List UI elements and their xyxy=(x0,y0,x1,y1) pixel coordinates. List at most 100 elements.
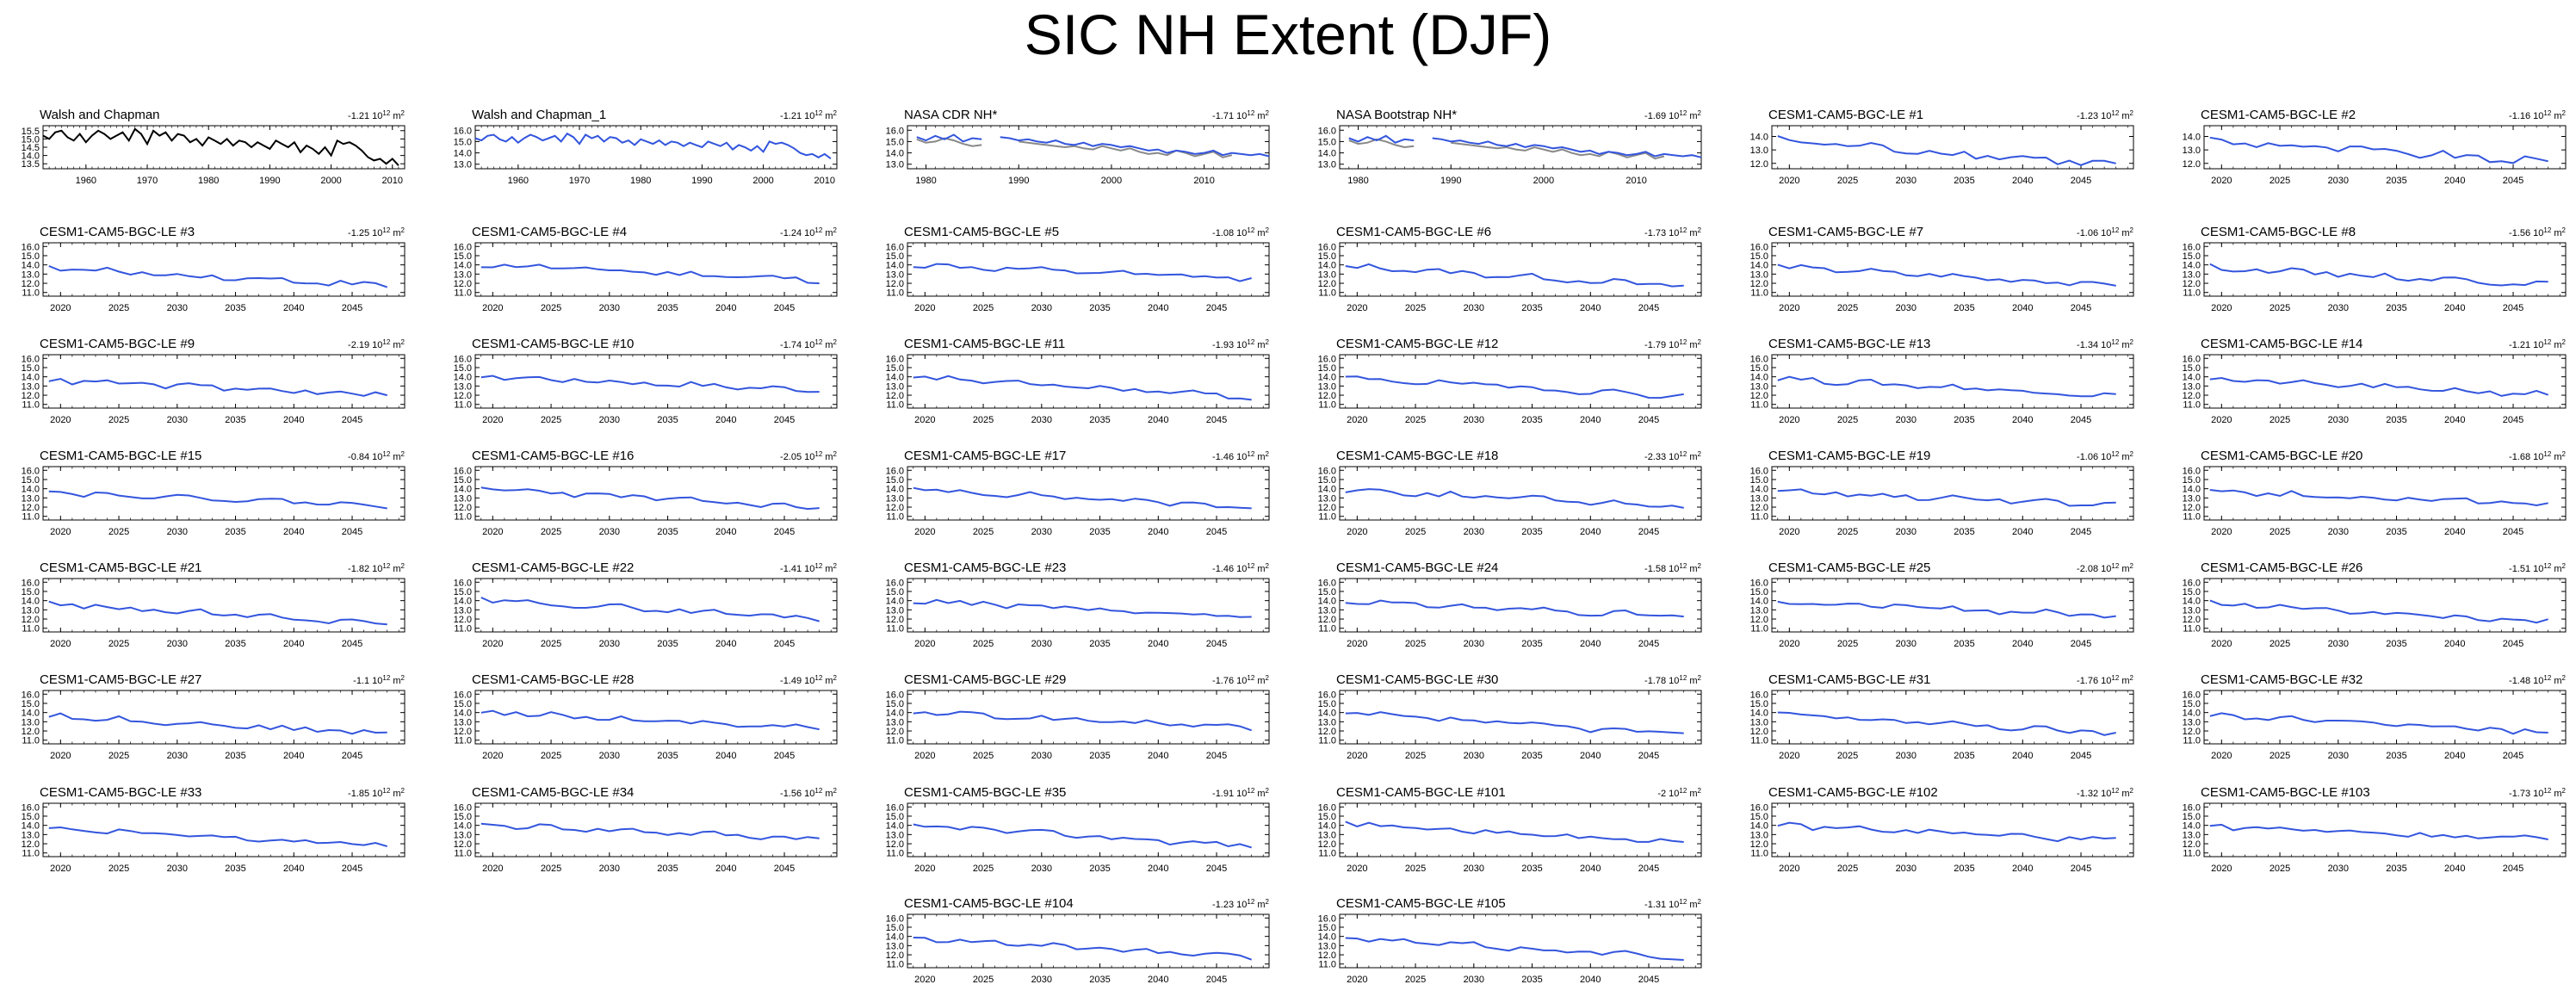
trend-exponent: 12 xyxy=(382,109,390,117)
trend-unit: m xyxy=(822,111,833,121)
trend-value: -1.73 10 xyxy=(2509,789,2543,799)
x-tick-label: 2020 xyxy=(2211,639,2232,649)
y-tick-label: 15.0 xyxy=(886,137,904,147)
x-tick-label: 2020 xyxy=(1779,751,1799,761)
x-tick-label: 2020 xyxy=(482,527,503,537)
chart-panel: CESM1-CAM5-BGC-LE #18 -2.33 1012 m211.012… xyxy=(1318,449,1702,537)
x-tick-label: 2025 xyxy=(973,751,994,761)
x-tick-label: 2030 xyxy=(2328,415,2349,425)
y-tick-label: 16.0 xyxy=(886,802,904,813)
x-tick-label: 2020 xyxy=(2211,303,2232,313)
y-tick-label: 13.5 xyxy=(22,159,40,170)
x-tick-label: 2035 xyxy=(1521,527,1542,537)
chart-panel: CESM1-CAM5-BGC-LE #34 -1.56 1012 m211.012… xyxy=(454,785,838,874)
y-tick-label: 12.0 xyxy=(22,615,40,625)
trend-exponent: 12 xyxy=(1679,674,1687,682)
x-tick-label: 2045 xyxy=(2503,303,2523,313)
y-tick-label: 15.0 xyxy=(1750,251,1768,262)
trend-label: -1.23 1012 m2 xyxy=(2077,109,2134,121)
x-tick-label: 2030 xyxy=(1031,303,1052,313)
trend-label: -1.78 1012 m2 xyxy=(1644,674,1702,686)
x-tick-label: 2000 xyxy=(1533,176,1554,186)
y-tick-label: 16.0 xyxy=(2183,354,2201,364)
x-tick-label: 2045 xyxy=(774,303,795,313)
chart-panel: CESM1-CAM5-BGC-LE #5 -1.08 1012 m2 11.012.… xyxy=(886,225,1270,313)
trend-label: -1.21 1012 m2 xyxy=(780,109,838,121)
y-tick-label: 16.0 xyxy=(1318,466,1336,476)
series-line-model xyxy=(1345,488,1684,509)
y-tick-label: 14.0 xyxy=(454,261,472,271)
y-tick-label: 15.0 xyxy=(1750,699,1768,709)
trend-unit: m xyxy=(2119,564,2129,574)
y-tick-label: 12.0 xyxy=(886,503,904,513)
y-tick-label: 14.0 xyxy=(454,709,472,719)
x-tick-label: 2045 xyxy=(1638,975,1659,985)
trend-value: -2.33 10 xyxy=(1644,452,1679,462)
chart-panel: CESM1-CAM5-BGC-LE #17 -1.46 1012 m211.012… xyxy=(886,449,1270,537)
x-tick-label: 2035 xyxy=(1089,975,1110,985)
y-tick-label: 16.0 xyxy=(22,578,40,588)
y-tick-label: 13.0 xyxy=(1750,717,1768,727)
y-tick-label: 13.0 xyxy=(2183,717,2201,727)
y-tick-label: 11.0 xyxy=(454,288,472,299)
y-tick-label: 15.0 xyxy=(1750,475,1768,486)
x-tick-label: 2040 xyxy=(2444,303,2465,313)
x-tick-label: 2045 xyxy=(1206,975,1227,985)
trend-label: -1.69 1012 m2 xyxy=(1644,109,1702,121)
y-tick-label: 16.0 xyxy=(454,126,472,136)
y-tick-label: 13.0 xyxy=(2183,269,2201,280)
y-tick-label: 13.0 xyxy=(22,717,40,727)
trend-unit-power: 2 xyxy=(2130,226,2134,234)
x-tick-label: 2030 xyxy=(1896,527,1917,537)
y-tick-label: 16.0 xyxy=(22,354,40,364)
chart-panel: NASA CDR NH* -1.71 1012 m2 13.014.0 15.016.… xyxy=(886,108,1270,186)
plot-frame xyxy=(2203,690,2567,745)
x-tick-label: 2000 xyxy=(320,176,341,186)
x-tick-label: 1980 xyxy=(630,176,651,186)
x-tick-label: 2040 xyxy=(2444,639,2465,649)
panel-title: CESM1-CAM5-BGC-LE #7 xyxy=(1768,225,1923,239)
y-tick-label: 14.0 xyxy=(886,821,904,832)
x-tick-label: 2035 xyxy=(225,415,245,425)
series-line-model xyxy=(2209,823,2548,840)
chart-panel: CESM1-CAM5-BGC-LE #103 -1.73 1012 m211.01… xyxy=(2183,785,2567,874)
x-tick-label: 2040 xyxy=(2012,639,2033,649)
plot-frame xyxy=(907,354,1270,409)
y-tick-label: 16.0 xyxy=(886,913,904,924)
trend-label: -1.46 1012 m2 xyxy=(1212,562,1270,574)
x-tick-label: 2025 xyxy=(541,527,561,537)
y-tick-label: 11.0 xyxy=(1318,624,1336,635)
panel-title: CESM1-CAM5-BGC-LE #25 xyxy=(1768,560,1930,575)
y-tick-label: 12.0 xyxy=(22,391,40,401)
x-tick-label: 2030 xyxy=(2328,864,2349,874)
chart-panel: CESM1-CAM5-BGC-LE #31 -1.76 1012 m211.012… xyxy=(1750,672,2134,761)
x-tick-label: 2035 xyxy=(1954,751,1974,761)
x-tick-label: 2035 xyxy=(1089,527,1110,537)
trend-value: -1.93 10 xyxy=(1212,340,1247,350)
trend-exponent: 12 xyxy=(1679,450,1687,458)
plot-frame xyxy=(2203,466,2567,521)
y-tick-label: 16.0 xyxy=(1318,578,1336,588)
y-tick-label: 12.0 xyxy=(1750,615,1768,625)
y-tick-label: 12.0 xyxy=(886,950,904,961)
y-tick-label: 14.0 xyxy=(1750,709,1768,719)
x-tick-label: 2045 xyxy=(2503,639,2523,649)
x-tick-label: 2020 xyxy=(1347,751,1367,761)
trend-exponent: 12 xyxy=(2543,450,2551,458)
x-tick-label: 2045 xyxy=(1638,527,1659,537)
trend-value: -1.71 10 xyxy=(1212,111,1247,121)
x-tick-label: 1990 xyxy=(259,176,280,186)
series-line-model xyxy=(2209,263,2548,287)
y-tick-label: 13.0 xyxy=(886,941,904,951)
trend-value: -1.85 10 xyxy=(348,789,382,799)
y-tick-label: 15.0 xyxy=(1318,812,1336,822)
panel-title: CESM1-CAM5-BGC-LE #2 xyxy=(2201,108,2356,122)
series-line-model xyxy=(1345,375,1684,399)
y-tick-label: 12.0 xyxy=(1318,839,1336,850)
x-tick-label: 2035 xyxy=(1954,527,1974,537)
trend-exponent: 12 xyxy=(814,109,822,117)
x-tick-label: 2040 xyxy=(1148,864,1168,874)
trend-unit: m xyxy=(2551,564,2561,574)
trend-exponent: 12 xyxy=(2543,226,2551,234)
chart-panel: CESM1-CAM5-BGC-LE #7 -1.06 1012 m2 11.012.… xyxy=(1750,225,2134,313)
